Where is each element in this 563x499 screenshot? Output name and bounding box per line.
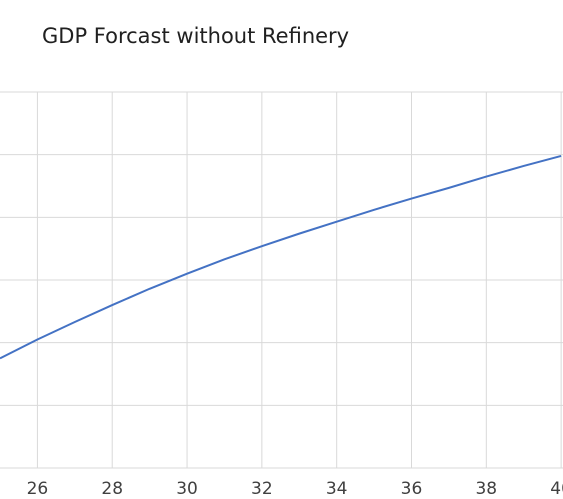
x-tick-label: 28 [101,479,123,499]
x-tick-label: 36 [401,479,423,499]
x-tick-label: 26 [27,479,49,499]
x-tick-label: 38 [475,479,497,499]
x-tick-label: 34 [326,479,348,499]
data-line [0,154,562,360]
x-tick-label: 40 [550,479,563,499]
x-tick-label: 30 [176,479,198,499]
chart-title: GDP Forcast without Refinery [42,24,349,48]
x-tick-label: 32 [251,479,273,499]
